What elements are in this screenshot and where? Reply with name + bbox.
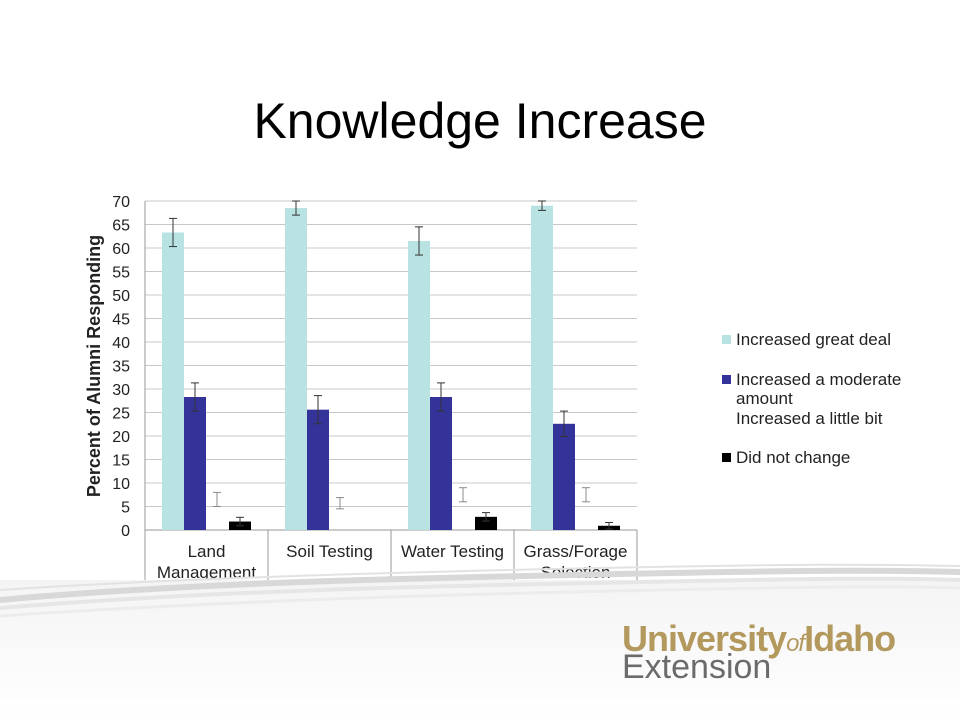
x-category-label: Soil Testing	[286, 542, 373, 561]
bar-chart: Percent of Alumni Responding 0 5 10 15 20 25 3…	[84, 194, 638, 582]
y-tick-label: 30	[112, 382, 130, 399]
bar	[475, 516, 497, 530]
legend-swatch-great-deal	[722, 335, 731, 344]
logo-idaho: Idaho	[804, 618, 896, 659]
legend-label-moderate: Increased a moderate amount	[736, 370, 902, 408]
bar	[184, 396, 206, 530]
y-tick-label: 15	[112, 453, 130, 470]
logo-extension: Extension	[622, 648, 772, 686]
x-category-label: Grass/Forage	[524, 542, 628, 561]
x-category-label: Land	[188, 542, 226, 561]
y-tick-label: 10	[112, 476, 130, 493]
bar	[430, 396, 452, 530]
legend-label-little-bit: Increased a little bit	[736, 409, 883, 428]
legend-swatch-no-change	[722, 453, 731, 462]
slide-title: Knowledge Increase	[253, 93, 707, 149]
footer-wave-decoration	[0, 563, 960, 720]
bar	[285, 208, 307, 531]
y-tick-label: 60	[112, 241, 130, 258]
y-axis-label: Percent of Alumni Responding	[84, 235, 104, 497]
y-tick-label: 65	[112, 218, 130, 235]
logo-of: of	[786, 630, 805, 657]
y-tick-label: 5	[121, 500, 130, 517]
y-tick-label: 0	[121, 523, 130, 540]
y-tick-label: 40	[112, 335, 130, 352]
bar	[307, 409, 329, 530]
x-category-label: Management	[157, 563, 257, 582]
y-tick-label: 50	[112, 288, 130, 305]
bar	[408, 240, 430, 530]
bar	[531, 205, 553, 530]
x-category-label: Water Testing	[401, 542, 504, 561]
university-of-idaho-extension-logo: UniversityofIdaho Extension	[622, 618, 922, 688]
logo-wordmark: UniversityofIdaho	[622, 618, 896, 660]
legend-swatch-moderate	[722, 375, 731, 384]
y-tick-label: 25	[112, 406, 130, 423]
y-tick-label: 20	[112, 429, 130, 446]
y-tick-label: 70	[112, 194, 130, 211]
bar	[553, 423, 575, 530]
y-tick-label: 55	[112, 265, 130, 282]
legend-label-no-change: Did not change	[736, 448, 851, 467]
legend-label-great-deal: Increased great deal	[736, 330, 891, 349]
logo-university: University	[622, 618, 787, 659]
bar	[162, 232, 184, 531]
y-tick-label: 35	[112, 359, 130, 376]
y-tick-label: 45	[112, 312, 130, 329]
